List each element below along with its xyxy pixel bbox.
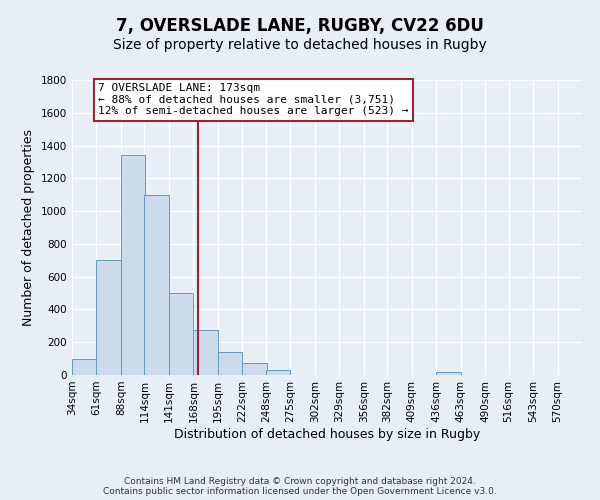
Bar [72, 358, 97, 375]
Text: Contains HM Land Registry data © Crown copyright and database right 2024.: Contains HM Land Registry data © Crown c… [124, 476, 476, 486]
Bar [436, 372, 461, 375]
Bar [145, 194, 169, 375]
X-axis label: Distribution of detached houses by size in Rugby: Distribution of detached houses by size … [174, 428, 480, 440]
Text: Contains public sector information licensed under the Open Government Licence v3: Contains public sector information licen… [103, 486, 497, 496]
Bar [242, 362, 267, 375]
Bar [193, 330, 218, 375]
Text: 7 OVERSLADE LANE: 173sqm
← 88% of detached houses are smaller (3,751)
12% of sem: 7 OVERSLADE LANE: 173sqm ← 88% of detach… [98, 84, 409, 116]
Y-axis label: Number of detached properties: Number of detached properties [22, 129, 35, 326]
Bar [121, 156, 145, 375]
Bar [266, 370, 290, 375]
Bar [169, 293, 193, 375]
Bar [218, 352, 242, 375]
Bar [97, 260, 121, 375]
Text: 7, OVERSLADE LANE, RUGBY, CV22 6DU: 7, OVERSLADE LANE, RUGBY, CV22 6DU [116, 18, 484, 36]
Text: Size of property relative to detached houses in Rugby: Size of property relative to detached ho… [113, 38, 487, 52]
